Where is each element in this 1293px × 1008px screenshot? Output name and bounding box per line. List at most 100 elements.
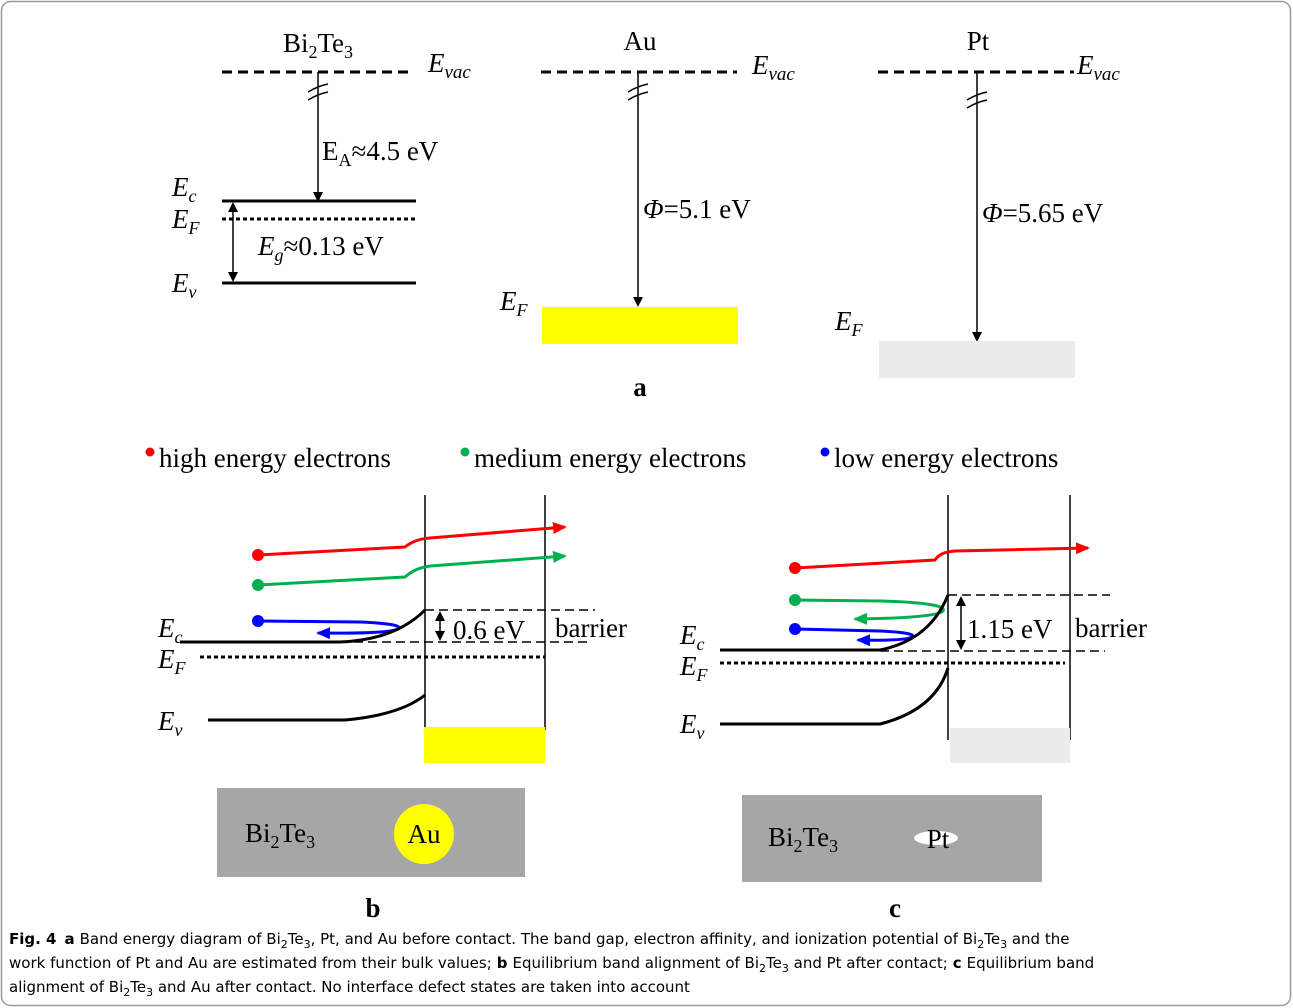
work-function-label: Φ=5.1 eV (643, 194, 751, 224)
legend-entry: medium energy electrons (474, 443, 746, 473)
electron-path (794, 598, 945, 625)
text-run: E (171, 172, 189, 202)
text-run: alignment of Bi (9, 978, 123, 996)
text-run: E (679, 709, 697, 739)
barrier-label: barrier (1075, 613, 1147, 643)
contact (394, 804, 454, 864)
ef-label: EF (157, 644, 187, 678)
caption-line: Fig. 4 a Band energy diagram of Bi2Te3, Pt… (9, 930, 1069, 951)
electron-path (257, 521, 567, 557)
text-run: and the (1007, 930, 1069, 948)
electron-path (794, 542, 1090, 570)
valence-band (720, 667, 950, 726)
text-run: E (679, 651, 697, 681)
text-run: E (157, 613, 175, 643)
text-run: v (175, 720, 183, 740)
text-run: 2 (759, 962, 766, 975)
text-run: c (697, 634, 705, 654)
text-run: F (696, 665, 709, 685)
text-run: work function of Pt and Au are estimated… (9, 954, 492, 972)
legend-entry: low energy electrons (834, 443, 1058, 473)
sample-box (217, 788, 525, 877)
text-run: g (275, 245, 284, 265)
text-run: E (171, 204, 189, 234)
barrier-label: barrier (555, 613, 627, 643)
text-run: 2 (977, 938, 984, 951)
panel-label: c (889, 893, 901, 923)
text-run: Bi (245, 818, 271, 848)
text-run: 3 (306, 832, 315, 852)
text-run: E (834, 306, 852, 336)
text-run: Te (803, 822, 830, 852)
text-run: and Au after contact. No interface defec… (153, 978, 690, 996)
text-run: E (157, 644, 175, 674)
metal-label: Pt (927, 824, 950, 854)
vacuum-label: Evac (1076, 50, 1120, 85)
text-run: , Pt, and Au before contact. The band ga… (311, 930, 978, 948)
metal-title: Au (624, 26, 657, 56)
gap-label: Eg≈0.13 eV (257, 231, 384, 265)
legend-dot (820, 447, 830, 457)
legend-dot (145, 447, 155, 457)
text-run: Fig. 4 (9, 930, 56, 948)
contact (914, 831, 958, 845)
text-run: Bi (768, 822, 794, 852)
ec-label: Ec (171, 172, 197, 206)
electron-path (257, 550, 567, 587)
text-run: vac (1094, 64, 1121, 85)
ef-label: EF (834, 306, 864, 340)
metal-band (950, 728, 1070, 763)
metal-band (542, 307, 738, 344)
barrier-height: 0.6 eV (453, 615, 525, 645)
text-run: E (1076, 50, 1094, 80)
ev-label: Ev (171, 268, 197, 302)
text-run: Te (983, 930, 1000, 948)
text-run: F (851, 320, 864, 340)
text-run: 3 (829, 836, 838, 856)
text-run: c (175, 627, 183, 647)
axis-break (627, 83, 649, 101)
text-run: Te (317, 28, 344, 58)
text-run: 2 (794, 836, 803, 856)
text-run: and Pt after contact; (789, 954, 948, 972)
text-run: b (497, 954, 508, 972)
ec-label: Ec (157, 613, 183, 647)
text-run: Band energy diagram of Bi (80, 930, 281, 948)
text-run: F (516, 300, 529, 320)
text-run: 3 (344, 42, 353, 62)
text-run: E (427, 48, 445, 78)
axis-break (307, 83, 329, 101)
text-run: v (697, 723, 705, 743)
material-label: Bi2Te3 (245, 818, 315, 852)
electron-path (257, 619, 401, 640)
text-run: Equilibrium band alignment of Bi (513, 954, 760, 972)
legend-entry: high energy electrons (159, 443, 391, 473)
barrier-height: 1.15 eV (967, 614, 1053, 644)
metal-band (879, 341, 1075, 378)
text-run: c (189, 186, 197, 206)
text-run: E (171, 268, 189, 298)
text-run: =5.65 eV (1003, 198, 1104, 228)
text-run: 3 (304, 938, 311, 951)
text-run: Te (280, 818, 307, 848)
text-run: Bi (283, 28, 309, 58)
text-run: A (339, 150, 352, 170)
text-run: ≈0.13 eV (284, 231, 385, 261)
vacuum-label: Evac (427, 48, 471, 83)
text-run: ≈4.5 eV (352, 136, 439, 166)
text-run: Φ (982, 198, 1003, 228)
text-run: 2 (308, 42, 317, 62)
text-run: 3 (146, 986, 153, 999)
ef-label: EF (171, 204, 201, 238)
ef-label: EF (499, 286, 529, 320)
text-run: Φ (643, 194, 664, 224)
axis-break (966, 91, 988, 109)
vacuum-label: Evac (751, 50, 795, 85)
affinity-label: EA≈4.5 eV (322, 136, 439, 170)
text-run: vac (445, 62, 472, 83)
ec-label: Ec (679, 620, 705, 654)
text-run: E (257, 231, 275, 261)
material-label: Bi2Te3 (768, 822, 838, 856)
work-function-label: Φ=5.65 eV (982, 198, 1104, 228)
